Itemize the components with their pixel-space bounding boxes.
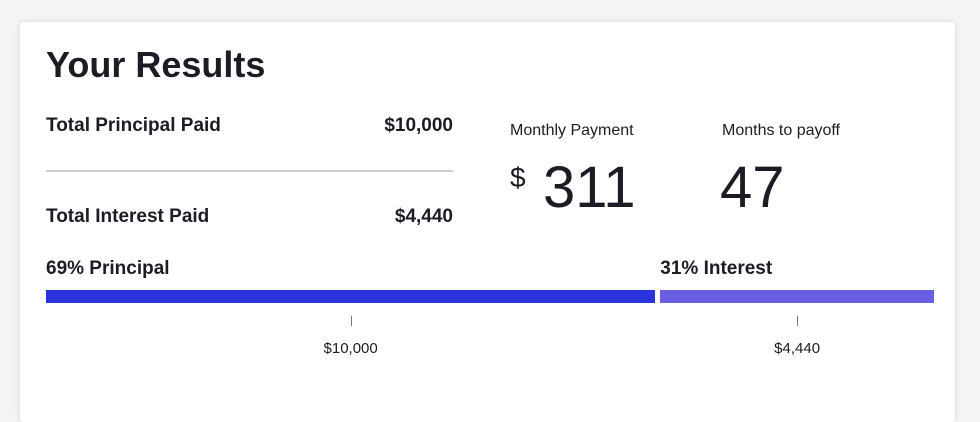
metric-value: 311: [543, 155, 636, 220]
tick-mark: [350, 316, 352, 326]
summary-value: $4,440: [394, 206, 453, 227]
page: Your Results Total Principal Paid $10,00…: [20, 22, 955, 422]
segment-amount: $4,440: [774, 340, 821, 357]
metric-value: 47: [720, 155, 785, 220]
results-card: Your Results Total Principal Paid $10,00…: [20, 22, 955, 422]
summary-value: $10,000: [384, 115, 453, 136]
title: Your Results: [46, 44, 266, 85]
metric-label: Monthly Payment: [510, 122, 634, 139]
bar-segment: [46, 290, 656, 303]
segment-amount: $10,000: [323, 340, 378, 357]
metric-label: Months to payoff: [722, 122, 840, 139]
segment-label: 69% Principal: [46, 258, 170, 279]
summary-label: Total Interest Paid: [46, 206, 210, 227]
segment-label: 31% Interest: [660, 258, 773, 279]
currency-symbol: $: [510, 162, 526, 193]
tick-mark: [797, 316, 799, 326]
summary-label: Total Principal Paid: [46, 115, 221, 136]
divider: [46, 170, 453, 172]
bar-segment: [660, 290, 934, 303]
